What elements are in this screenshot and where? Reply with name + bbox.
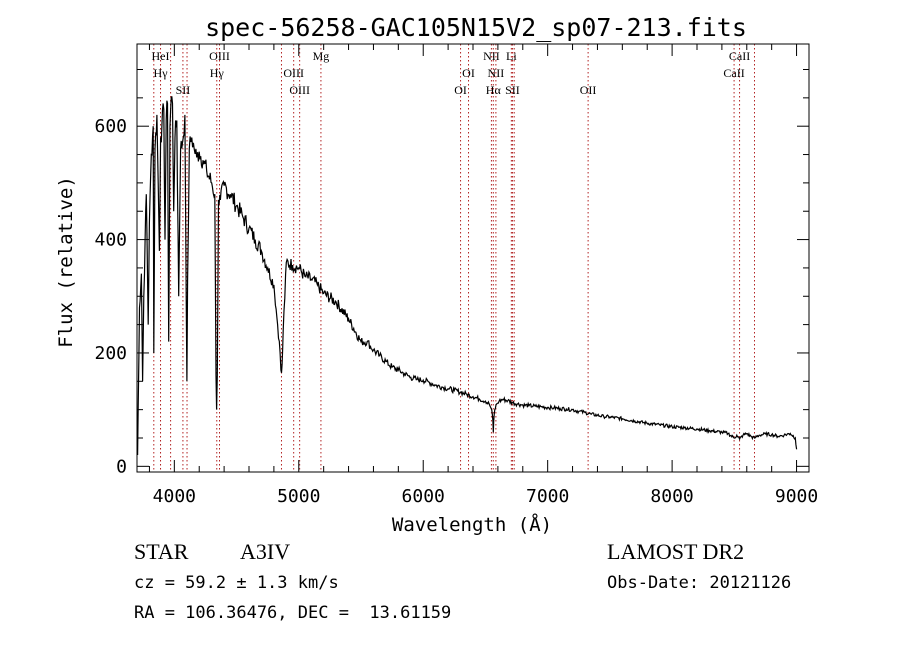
emission-line-label: Hγ — [154, 66, 169, 80]
emission-line-label: OIII — [209, 49, 230, 63]
x-axis-ticks: 4000 5000 6000 7000 8000 9000 — [148, 44, 818, 507]
emission-line-label: OI — [462, 66, 475, 80]
emission-line-label: Li — [506, 49, 517, 63]
observation-date: Obs-Date: 20121126 — [607, 573, 792, 593]
emission-line-label: Hα — [486, 83, 502, 97]
x-tick-label: 6000 — [402, 486, 445, 507]
x-tick-label: 4000 — [153, 486, 196, 507]
emission-line-label: SII — [176, 83, 191, 97]
emission-line-label: CaII — [723, 66, 744, 80]
emission-line-label: NII — [483, 49, 500, 63]
plot-frame — [136, 43, 810, 473]
y-axis-ticks: 0 200 400 600 — [94, 69, 809, 477]
emission-line-label: HeI — [152, 49, 170, 63]
emission-line-label: OI — [454, 83, 467, 97]
x-tick-label: 7000 — [526, 486, 569, 507]
emission-line-label: OIII — [289, 83, 310, 97]
x-tick-label: 5000 — [277, 486, 320, 507]
y-axis-label: Flux (relative) — [55, 176, 77, 348]
emission-line-label: Mg — [313, 49, 330, 63]
emission-line-label: NII — [488, 66, 505, 80]
x-tick-label: 8000 — [650, 486, 693, 507]
redshift-cz: cz = 59.2 ± 1.3 km/s — [134, 573, 339, 593]
y-tick-label: 200 — [94, 343, 127, 364]
y-tick-label: 400 — [94, 230, 127, 251]
emission-line-label: OIII — [283, 66, 304, 80]
survey-name: LAMOST DR2 — [607, 539, 745, 564]
emission-line-label: SII — [505, 83, 520, 97]
x-tick-label: 9000 — [775, 486, 818, 507]
spectral-subclass: A3IV — [240, 539, 291, 564]
object-type: STAR — [134, 539, 189, 564]
emission-line-label: CaII — [729, 49, 750, 63]
emission-line-label: OII — [580, 83, 597, 97]
y-tick-label: 0 — [116, 456, 127, 477]
x-axis-label: Wavelength (Å) — [392, 513, 552, 536]
emission-line-markers — [153, 44, 755, 472]
chart-title: spec-56258-GAC105N15V2_sp07-213.fits — [205, 13, 747, 42]
emission-line-label: Hγ — [210, 66, 225, 80]
y-tick-label: 600 — [94, 116, 127, 137]
ra-dec-coordinates: RA = 106.36476, DEC = 13.61159 — [134, 603, 452, 623]
spectrum-line — [137, 96, 798, 456]
